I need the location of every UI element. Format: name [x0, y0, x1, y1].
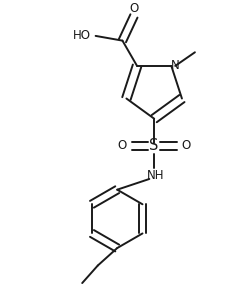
Text: NH: NH [146, 169, 164, 182]
Text: O: O [118, 140, 127, 152]
Text: O: O [182, 140, 191, 152]
Text: O: O [129, 2, 138, 15]
Text: S: S [150, 138, 159, 153]
Text: N: N [171, 59, 179, 72]
Text: HO: HO [73, 29, 91, 42]
